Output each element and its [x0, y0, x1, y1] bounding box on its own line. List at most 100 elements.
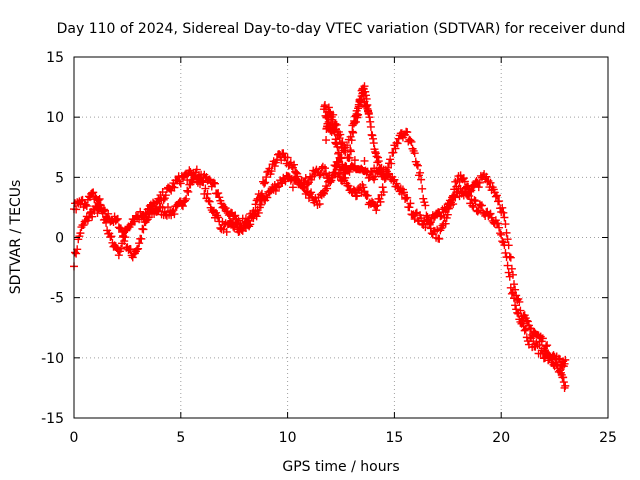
data-point-track-b	[142, 210, 151, 219]
data-point-track-b	[393, 139, 402, 148]
data-point-track-c	[356, 97, 365, 106]
data-point-track-c	[371, 147, 380, 156]
data-point-track-c	[369, 134, 378, 143]
data-point-track-b	[283, 153, 292, 162]
data-point-track-a	[315, 171, 324, 180]
data-point-track-b	[257, 189, 266, 198]
y-tick-label: -5	[50, 291, 64, 307]
data-point-track-b	[417, 175, 426, 184]
data-point-track-c	[341, 161, 350, 170]
data-point-track-c	[338, 138, 347, 147]
data-point-track-b	[359, 183, 368, 192]
data-point-track-c	[353, 111, 362, 120]
data-point-track-a	[392, 179, 401, 188]
x-tick-label: 10	[279, 430, 297, 446]
data-point-track-b	[406, 136, 415, 145]
data-point-track-b	[176, 179, 185, 188]
data-point-track-c	[345, 153, 354, 162]
data-point-track-b	[353, 191, 362, 200]
data-point-track-b	[307, 188, 316, 197]
y-tick-label: -10	[41, 351, 64, 367]
data-point-track-b	[94, 196, 103, 205]
chart-title: Day 110 of 2024, Sidereal Day-to-day VTE…	[57, 21, 626, 37]
data-point-track-a	[561, 381, 570, 390]
data-point-track-b	[116, 244, 125, 253]
data-point-track-a	[411, 209, 420, 218]
data-point-track-a	[400, 188, 409, 197]
data-point-track-b	[159, 195, 168, 204]
data-point-track-c	[322, 136, 331, 145]
data-point-track-b	[412, 160, 421, 169]
data-point-track-a	[135, 239, 144, 248]
data-point-track-b	[215, 193, 224, 202]
data-point-track-b	[255, 195, 264, 204]
data-point-track-b	[502, 228, 511, 237]
data-point-track-a	[473, 207, 482, 216]
data-point-track-b	[161, 191, 170, 200]
data-point-track-a	[405, 203, 414, 212]
data-point-track-c	[360, 82, 369, 91]
data-point-track-c	[355, 96, 364, 105]
data-point-track-b	[360, 187, 369, 196]
data-point-track-b	[292, 168, 301, 177]
data-point-track-b	[503, 235, 512, 244]
data-point-track-b	[542, 342, 551, 351]
data-point-track-b	[89, 188, 98, 197]
data-point-track-a	[271, 186, 280, 195]
data-point-track-a	[512, 305, 521, 314]
x-tick-label: 0	[70, 430, 79, 446]
data-point-track-b	[102, 218, 111, 227]
data-point-track-b	[183, 176, 192, 185]
data-point-track-a	[559, 378, 568, 387]
data-point-track-a	[301, 174, 310, 183]
data-point-track-a	[213, 211, 222, 220]
data-point-track-b	[499, 208, 508, 217]
data-point-track-a	[182, 194, 191, 203]
data-point-track-b	[98, 209, 107, 218]
data-point-track-b	[561, 355, 570, 364]
data-point-track-b	[249, 206, 258, 215]
data-point-track-a	[183, 186, 192, 195]
data-point-track-b	[270, 162, 279, 171]
data-point-track-a	[79, 221, 88, 230]
data-point-track-b	[262, 173, 271, 182]
y-tick-labels: -15 -10 -5 0 5 10 15	[41, 50, 64, 427]
data-point-track-b	[256, 191, 265, 200]
data-point-track-b	[413, 161, 422, 170]
data-point-track-b	[500, 213, 509, 222]
data-point-track-b	[378, 183, 387, 192]
data-point-track-b	[403, 128, 412, 137]
data-point-track-b	[106, 233, 115, 242]
data-point-track-c	[351, 117, 360, 126]
data-point-track-a	[497, 230, 506, 239]
data-point-track-b	[107, 232, 116, 241]
axis-ticks	[73, 56, 609, 419]
data-point-track-c	[337, 154, 346, 163]
data-point-track-c	[349, 128, 358, 137]
data-point-track-a	[429, 213, 438, 222]
x-tick-label: 20	[492, 430, 510, 446]
data-point-track-c	[332, 120, 341, 129]
data-point-track-a	[403, 193, 412, 202]
data-point-track-a	[406, 199, 415, 208]
data-point-track-c	[348, 121, 357, 130]
data-point-track-a	[178, 202, 187, 211]
data-point-track-b	[175, 177, 184, 186]
data-point-track-b	[250, 211, 259, 220]
data-point-track-a	[113, 214, 122, 223]
data-point-track-c	[360, 156, 369, 165]
data-point-track-b	[95, 194, 104, 203]
data-point-track-b	[326, 178, 335, 187]
data-point-track-b	[515, 297, 524, 306]
data-point-track-a	[222, 227, 231, 236]
data-point-track-a	[371, 172, 380, 181]
data-point-track-c	[324, 103, 333, 112]
data-point-track-a	[192, 165, 201, 174]
data-point-track-b	[119, 233, 128, 242]
data-point-track-c	[350, 116, 359, 125]
data-point-track-a	[139, 225, 148, 234]
data-point-track-b	[170, 183, 179, 192]
data-point-track-b	[151, 204, 160, 213]
data-point-track-c	[331, 119, 340, 128]
data-point-track-b	[418, 184, 427, 193]
